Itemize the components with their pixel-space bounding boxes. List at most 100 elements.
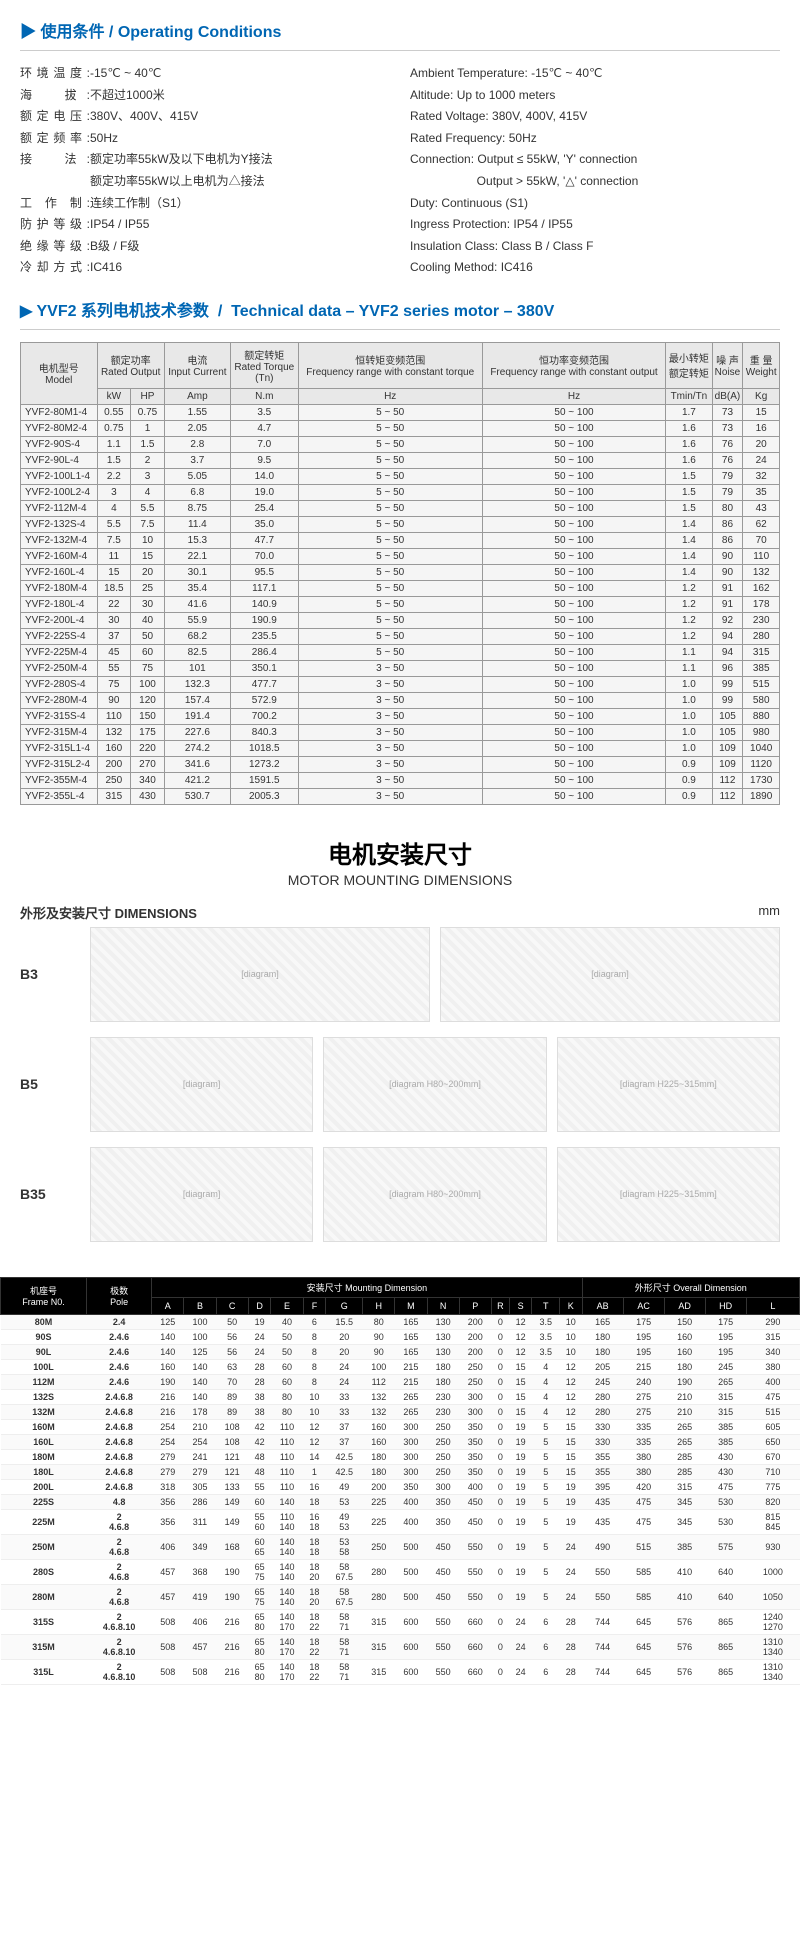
tech-cell: 50 ~ 100 [482, 772, 666, 788]
dim-cell: 50 [271, 1344, 303, 1359]
dim-cell: 241 [184, 1449, 216, 1464]
tech-cell: 1.2 [666, 628, 712, 644]
arrow-icon: ▶ [20, 303, 32, 320]
dim-cell: 108 [216, 1434, 248, 1449]
tech-cell: 227.6 [164, 724, 230, 740]
dim-cell: 490 [582, 1534, 623, 1559]
dim-cell: 8 [303, 1359, 326, 1374]
tech-subheader: Kg [743, 388, 780, 404]
tech-cell: 7.0 [230, 436, 298, 452]
tech-cell: 1730 [743, 772, 780, 788]
dim-cell: 15 [559, 1449, 582, 1464]
dim-cell: 2.4.6.8 [86, 1464, 151, 1479]
dim-cell: 265 [664, 1434, 705, 1449]
dim-cell: 180 [664, 1359, 705, 1374]
dim-cell: 58 71 [326, 1659, 363, 1684]
op-row: 环境温度:-15℃ ~ 40℃ [20, 63, 390, 85]
dim-cell: 550 [582, 1584, 623, 1609]
op-label: 海 拔: [20, 85, 90, 107]
tech-cell: 1.1 [97, 436, 131, 452]
dim-cell: 19 [509, 1464, 532, 1479]
tech-cell: 25 [131, 580, 165, 596]
tech-cell: 24 [743, 452, 780, 468]
tech-cell: 55 [97, 660, 131, 676]
dim-cell: 280 [363, 1584, 395, 1609]
dim-cell: 58 71 [326, 1609, 363, 1634]
dim-cell: 820 [746, 1494, 799, 1509]
tech-cell: 1.0 [666, 708, 712, 724]
tech-cell: 43 [743, 500, 780, 516]
tech-cell: 132.3 [164, 676, 230, 692]
tech-cell: 191.4 [164, 708, 230, 724]
dim-cell: 12 [559, 1359, 582, 1374]
tech-cell: 1018.5 [230, 740, 298, 756]
tech-cell: 132 [97, 724, 131, 740]
dim-cell: 315 [746, 1329, 799, 1344]
op-value: -15℃ ~ 40℃ [90, 63, 161, 85]
dim-cell: 576 [664, 1634, 705, 1659]
diagram-box: [diagram][diagram] [90, 927, 780, 1022]
dim-cell: 28 [559, 1609, 582, 1634]
op-label: 额定电压: [20, 106, 90, 128]
tech-cell: 30 [131, 596, 165, 612]
tech-data-table: 电机型号 Model额定功率 Rated Output电流 Input Curr… [20, 342, 780, 805]
dim-cell: 406 [184, 1609, 216, 1634]
dim-cell: 380 [623, 1449, 664, 1464]
tech-cell: 16 [743, 420, 780, 436]
tech-cell: 220 [131, 740, 165, 756]
tech-cell: 5 ~ 50 [298, 420, 482, 436]
dim-cell: 150 [664, 1314, 705, 1329]
tech-cell: 94 [712, 644, 743, 660]
tech-cell: 35 [743, 484, 780, 500]
dim-cell: 457 [184, 1634, 216, 1659]
dim-cell: 53 58 [326, 1534, 363, 1559]
tech-cell: YVF2-100L2-4 [21, 484, 98, 500]
tech-cell: 91 [712, 580, 743, 596]
dim-cell: 335 [623, 1434, 664, 1449]
dim-cell: 280S [1, 1559, 87, 1584]
tech-cell: 14.0 [230, 468, 298, 484]
dim-cell: 19 [559, 1509, 582, 1534]
dim-cell: 710 [746, 1464, 799, 1479]
dim-cell: 5 [532, 1479, 559, 1494]
dim-cell: 350 [459, 1464, 491, 1479]
dim-cell: 15 [559, 1434, 582, 1449]
tech-cell: YVF2-100L1-4 [21, 468, 98, 484]
dim-col-header: A [152, 1297, 184, 1314]
dim-cell: 8 [303, 1329, 326, 1344]
dim-cell: 5 [532, 1434, 559, 1449]
tech-cell: 1.6 [666, 436, 712, 452]
op-value: IC416 [90, 257, 122, 279]
op-value: 连续工作制（S1） [90, 193, 189, 215]
dim-cell: 132M [1, 1404, 87, 1419]
tech-cell: 50 ~ 100 [482, 436, 666, 452]
tech-cell: 5 ~ 50 [298, 580, 482, 596]
dim-cell: 80 [271, 1389, 303, 1404]
tech-cell: 178 [743, 596, 780, 612]
dim-cell: 775 [746, 1479, 799, 1494]
dim-cell: 254 [152, 1434, 184, 1449]
dim-cell: 100 [363, 1359, 395, 1374]
dim-cell: 215 [623, 1359, 664, 1374]
dim-cell: 265 [395, 1389, 427, 1404]
dim-cell: 355 [582, 1449, 623, 1464]
tech-cell: 20 [743, 436, 780, 452]
dim-cell: 15 [509, 1359, 532, 1374]
tech-cell: 18.5 [97, 580, 131, 596]
dim-cell: 110 [271, 1449, 303, 1464]
dim-cell: 140 170 [271, 1634, 303, 1659]
dim-cell: 50 [271, 1329, 303, 1344]
tech-cell: 3 ~ 50 [298, 740, 482, 756]
dim-header-group: 安装尺寸 Mounting Dimension [152, 1277, 582, 1297]
dim-cell: 345 [664, 1509, 705, 1534]
dim-cell: 5 [532, 1534, 559, 1559]
dim-cell: 24 [559, 1534, 582, 1559]
dim-cell: 160L [1, 1434, 87, 1449]
dim-cell: 2 4.6.8.10 [86, 1634, 151, 1659]
dim-cell: 2.4.6 [86, 1344, 151, 1359]
tech-cell: 86 [712, 516, 743, 532]
dim-cell: 178 [184, 1404, 216, 1419]
dim-cell: 210 [664, 1389, 705, 1404]
tech-cell: 50 ~ 100 [482, 532, 666, 548]
dim-cell: 290 [746, 1314, 799, 1329]
